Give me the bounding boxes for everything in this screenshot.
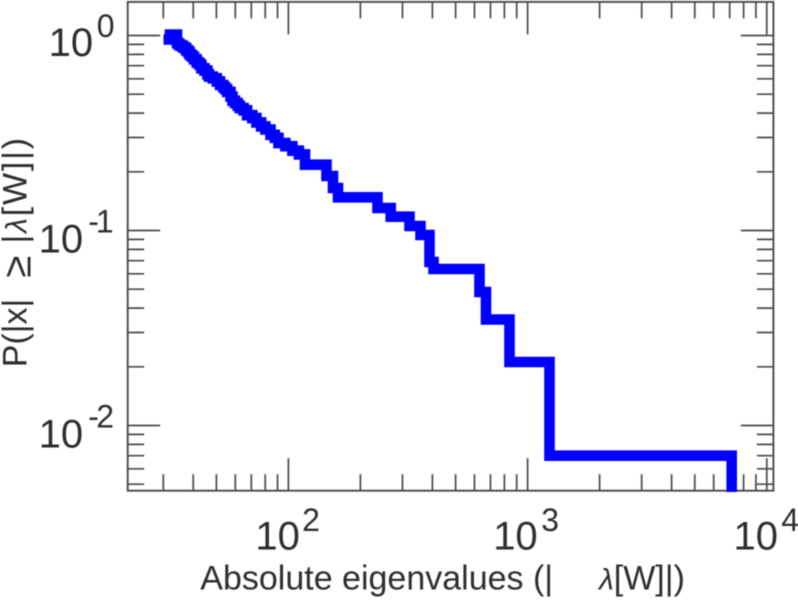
svg-text:10: 10 [39,413,84,457]
svg-text:4: 4 [781,502,798,538]
svg-text:10: 10 [39,218,84,262]
svg-text:3: 3 [541,502,559,538]
svg-text:-: - [88,398,99,434]
svg-text:10: 10 [255,515,300,559]
svg-text:|λ[W]|): |λ[W]|) [0,136,34,243]
svg-text:10: 10 [734,515,779,559]
svg-text:10: 10 [49,21,94,65]
svg-text:λ[W]|): λ[W]|) [597,559,685,597]
svg-text:2: 2 [96,398,114,434]
svg-text:-: - [88,203,99,239]
svg-text:P(|x|: P(|x| [0,299,34,368]
svg-text:0: 0 [97,8,115,44]
svg-text:Absolute eigenvalues (|: Absolute eigenvalues (| [200,559,553,597]
svg-text:2: 2 [302,502,320,538]
svg-text:10: 10 [493,515,538,559]
svg-text:1: 1 [96,203,114,239]
svg-text:≥: ≥ [0,256,39,278]
